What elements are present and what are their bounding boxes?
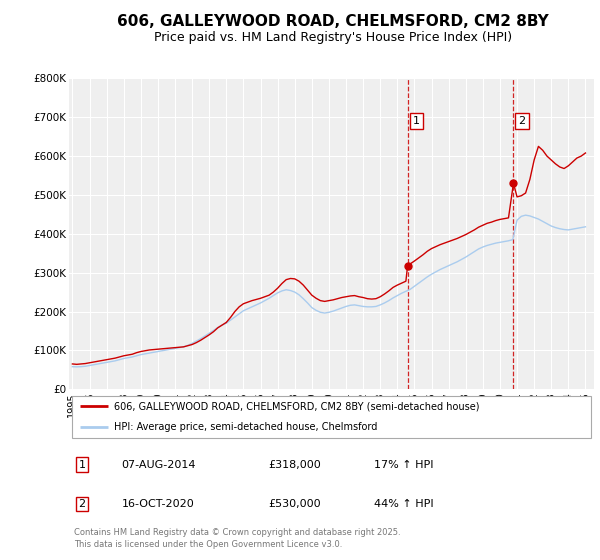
Text: 2: 2 [79, 499, 86, 509]
Text: 2: 2 [518, 116, 526, 126]
Text: Contains HM Land Registry data © Crown copyright and database right 2025.
This d: Contains HM Land Registry data © Crown c… [74, 528, 401, 549]
Text: 16-OCT-2020: 16-OCT-2020 [121, 499, 194, 509]
Text: 1: 1 [413, 116, 419, 126]
Text: HPI: Average price, semi-detached house, Chelmsford: HPI: Average price, semi-detached house,… [113, 422, 377, 432]
Text: £318,000: £318,000 [269, 460, 321, 470]
Text: 44% ↑ HPI: 44% ↑ HPI [373, 499, 433, 509]
Text: Price paid vs. HM Land Registry's House Price Index (HPI): Price paid vs. HM Land Registry's House … [154, 31, 512, 44]
Text: 606, GALLEYWOOD ROAD, CHELMSFORD, CM2 8BY (semi-detached house): 606, GALLEYWOOD ROAD, CHELMSFORD, CM2 8B… [113, 401, 479, 411]
Text: 17% ↑ HPI: 17% ↑ HPI [373, 460, 433, 470]
FancyBboxPatch shape [71, 395, 592, 438]
Text: 07-AUG-2014: 07-AUG-2014 [121, 460, 196, 470]
Text: £530,000: £530,000 [269, 499, 321, 509]
Text: 1: 1 [79, 460, 86, 470]
Text: 606, GALLEYWOOD ROAD, CHELMSFORD, CM2 8BY: 606, GALLEYWOOD ROAD, CHELMSFORD, CM2 8B… [117, 14, 549, 29]
